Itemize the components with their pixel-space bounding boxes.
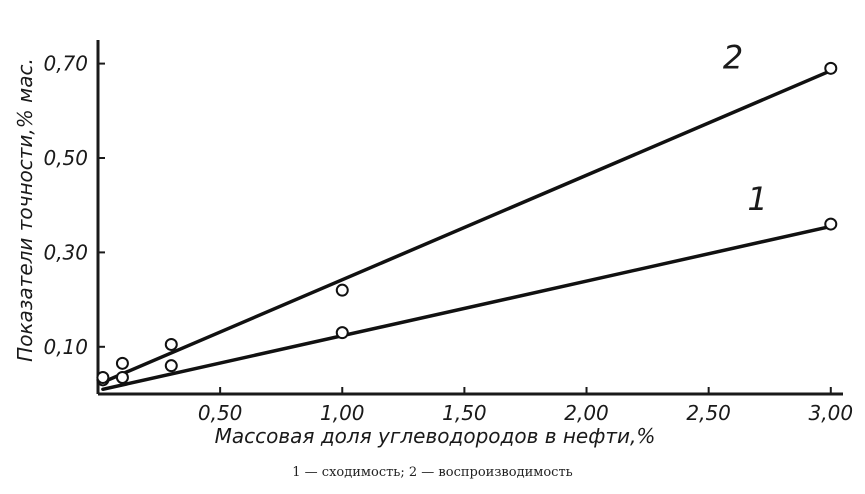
series-1-point <box>115 370 129 384</box>
data-points <box>96 61 838 387</box>
x-tick-label: 0,50 <box>198 401 243 425</box>
series-2-point <box>824 61 838 75</box>
tick-labels: 0,50 1,00 1,50 2,00 2,50 3,00 0,10 0,30 0,50 0,70 <box>43 52 853 425</box>
figure-caption: 1 — сходимость; 2 — воспроизводимость <box>292 465 573 480</box>
series-2-label: 2 <box>723 38 743 76</box>
x-tick-label: 2,50 <box>686 401 731 425</box>
x-tick-label: 1,00 <box>320 401 365 425</box>
axes <box>96 40 843 396</box>
series-2-point <box>96 370 110 384</box>
series-1-point <box>335 326 349 340</box>
series-1-fit-line <box>101 224 833 392</box>
fit-lines <box>101 68 833 392</box>
x-axis-label: Массовая доля углеводородов в нефти,% <box>215 424 656 448</box>
series-2-point <box>115 356 129 370</box>
series-1-point <box>824 217 838 231</box>
x-tick-label: 1,50 <box>442 401 487 425</box>
series-2-point <box>164 337 178 351</box>
series-1-point <box>164 359 178 373</box>
y-tick-label: 0,70 <box>43 52 88 76</box>
x-tick-label: 3,00 <box>809 401 854 425</box>
y-axis-label: Показатели точности,% мас. <box>13 58 37 362</box>
series-2-point <box>335 283 349 297</box>
x-tick-label: 2,00 <box>564 401 609 425</box>
curve-labels: 12 <box>723 38 768 218</box>
series-2-fit-line <box>101 68 833 384</box>
y-tick-label: 0,50 <box>43 146 88 170</box>
y-tick-label: 0,10 <box>43 335 88 359</box>
series-1-label: 1 <box>747 180 767 218</box>
y-tick-label: 0,30 <box>43 240 88 264</box>
